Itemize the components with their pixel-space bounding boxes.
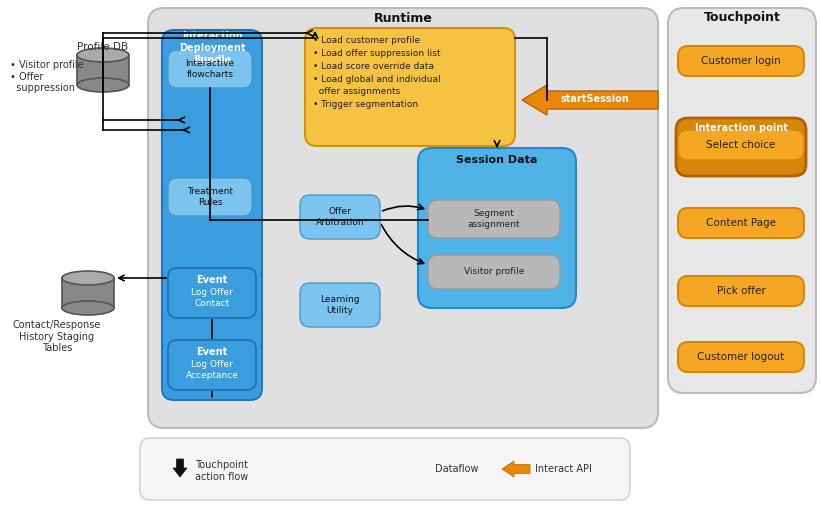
FancyBboxPatch shape	[678, 46, 804, 76]
Text: Select choice: Select choice	[706, 140, 776, 150]
Text: Content Page: Content Page	[706, 218, 776, 228]
FancyBboxPatch shape	[428, 200, 560, 238]
Text: • Visitor profile
• Offer
  suppression: • Visitor profile • Offer suppression	[10, 60, 84, 93]
FancyArrow shape	[502, 461, 530, 477]
Text: Runtime: Runtime	[374, 12, 433, 24]
FancyBboxPatch shape	[62, 278, 114, 308]
FancyBboxPatch shape	[168, 50, 252, 88]
Text: • Load customer profile
• Load offer suppression list
• Load score override data: • Load customer profile • Load offer sup…	[313, 36, 441, 109]
Ellipse shape	[77, 78, 129, 92]
FancyBboxPatch shape	[418, 148, 576, 308]
FancyBboxPatch shape	[168, 340, 256, 390]
Ellipse shape	[62, 271, 114, 285]
FancyBboxPatch shape	[168, 268, 256, 318]
FancyBboxPatch shape	[140, 438, 630, 500]
Text: Log Offer
Acceptance: Log Offer Acceptance	[186, 360, 238, 380]
Text: Profile DB: Profile DB	[77, 42, 129, 52]
FancyBboxPatch shape	[148, 8, 658, 428]
FancyBboxPatch shape	[300, 195, 380, 239]
Ellipse shape	[77, 48, 129, 62]
Text: Interaction
Deployment
Bundle: Interaction Deployment Bundle	[179, 31, 245, 64]
FancyBboxPatch shape	[678, 276, 804, 306]
FancyBboxPatch shape	[162, 30, 262, 400]
FancyBboxPatch shape	[678, 130, 804, 160]
Text: Interact API: Interact API	[535, 464, 592, 474]
Text: Interaction point: Interaction point	[695, 123, 787, 133]
Text: Treatment
Rules: Treatment Rules	[187, 187, 233, 207]
Text: Offer
Arbitration: Offer Arbitration	[316, 207, 365, 227]
FancyBboxPatch shape	[428, 255, 560, 289]
Text: Contact/Response
History Staging
Tables: Contact/Response History Staging Tables	[13, 320, 101, 353]
Text: startSession: startSession	[561, 94, 630, 104]
Text: Log Offer
Contact: Log Offer Contact	[191, 288, 233, 308]
Text: Customer logout: Customer logout	[697, 352, 785, 362]
FancyBboxPatch shape	[678, 208, 804, 238]
FancyBboxPatch shape	[676, 118, 806, 176]
FancyBboxPatch shape	[678, 342, 804, 372]
FancyBboxPatch shape	[77, 55, 129, 85]
Text: Pick offer: Pick offer	[717, 286, 765, 296]
Text: Visitor profile: Visitor profile	[464, 268, 524, 276]
FancyBboxPatch shape	[668, 8, 816, 393]
Text: Touchpoint: Touchpoint	[704, 12, 781, 24]
Text: Learning
Utility: Learning Utility	[320, 295, 360, 315]
Text: Customer login: Customer login	[701, 56, 781, 66]
Text: Segment
assignment: Segment assignment	[468, 209, 521, 229]
FancyBboxPatch shape	[305, 28, 515, 146]
Text: Touchpoint
action flow: Touchpoint action flow	[195, 460, 248, 482]
Ellipse shape	[62, 301, 114, 315]
Text: Session Data: Session Data	[456, 155, 538, 165]
FancyArrow shape	[522, 85, 658, 115]
FancyBboxPatch shape	[168, 178, 252, 216]
Text: Dataflow: Dataflow	[435, 464, 479, 474]
Text: Interactive
flowcharts: Interactive flowcharts	[186, 59, 235, 79]
FancyArrow shape	[173, 459, 187, 477]
Text: Event: Event	[196, 275, 227, 285]
FancyBboxPatch shape	[300, 283, 380, 327]
Text: Event: Event	[196, 347, 227, 357]
